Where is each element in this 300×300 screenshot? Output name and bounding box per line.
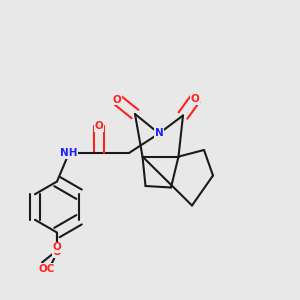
Text: O: O: [52, 242, 62, 253]
Text: O: O: [94, 121, 103, 131]
Text: OC: OC: [38, 263, 55, 274]
Text: NH: NH: [60, 148, 78, 158]
Text: O: O: [190, 94, 200, 104]
Text: O: O: [52, 247, 62, 257]
Text: O: O: [112, 94, 122, 105]
Text: N: N: [154, 128, 164, 139]
